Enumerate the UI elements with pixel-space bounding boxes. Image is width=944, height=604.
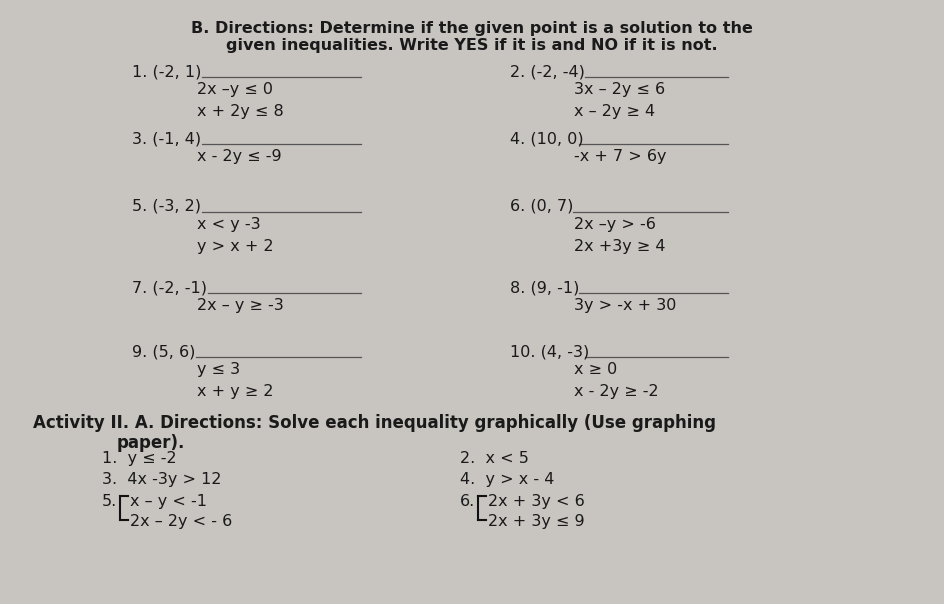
Text: paper).: paper). — [117, 434, 185, 452]
Text: 2x – y ≥ -3: 2x – y ≥ -3 — [196, 298, 283, 313]
Text: 2x + 3y ≤ 9: 2x + 3y ≤ 9 — [488, 514, 584, 529]
Text: 7. (-2, -1): 7. (-2, -1) — [132, 280, 207, 295]
Text: 6. (0, 7): 6. (0, 7) — [510, 199, 573, 214]
Text: 2x + 3y < 6: 2x + 3y < 6 — [488, 494, 584, 509]
Text: 2. (-2, -4): 2. (-2, -4) — [510, 64, 584, 79]
Text: 1.  y ≤ -2: 1. y ≤ -2 — [102, 451, 177, 466]
Text: 9. (5, 6): 9. (5, 6) — [132, 345, 195, 359]
Text: given inequalities. Write YES if it is and NO if it is not.: given inequalities. Write YES if it is a… — [227, 39, 717, 53]
Text: y ≤ 3: y ≤ 3 — [196, 362, 240, 378]
Text: 3.  4x -3y > 12: 3. 4x -3y > 12 — [102, 472, 222, 487]
Text: x - 2y ≥ -2: x - 2y ≥ -2 — [574, 384, 659, 399]
Text: 3. (-1, 4): 3. (-1, 4) — [132, 132, 201, 147]
Text: B. Directions: Determine if the given point is a solution to the: B. Directions: Determine if the given po… — [191, 21, 753, 36]
Text: 2x – 2y < - 6: 2x – 2y < - 6 — [130, 514, 232, 529]
Text: x - 2y ≤ -9: x - 2y ≤ -9 — [196, 149, 281, 164]
Text: 2x –y ≤ 0: 2x –y ≤ 0 — [196, 82, 273, 97]
Text: x + y ≥ 2: x + y ≥ 2 — [196, 384, 273, 399]
Text: 2.  x < 5: 2. x < 5 — [460, 451, 529, 466]
Text: 4.  y > x - 4: 4. y > x - 4 — [460, 472, 554, 487]
Text: -x + 7 > 6y: -x + 7 > 6y — [574, 149, 666, 164]
Text: Activity II. A. Directions: Solve each inequality graphically (Use graphing: Activity II. A. Directions: Solve each i… — [33, 414, 716, 432]
Text: 3x – 2y ≤ 6: 3x – 2y ≤ 6 — [574, 82, 666, 97]
Text: x < y -3: x < y -3 — [196, 217, 261, 232]
Text: 2x +3y ≥ 4: 2x +3y ≥ 4 — [574, 239, 666, 254]
Text: 5. (-3, 2): 5. (-3, 2) — [132, 199, 201, 214]
Text: 8. (9, -1): 8. (9, -1) — [510, 280, 580, 295]
Text: 6.: 6. — [460, 494, 476, 509]
Text: x – y < -1: x – y < -1 — [130, 494, 207, 509]
Text: 5.: 5. — [102, 494, 117, 509]
Text: x ≥ 0: x ≥ 0 — [574, 362, 617, 378]
Text: 3y > -x + 30: 3y > -x + 30 — [574, 298, 677, 313]
Text: x – 2y ≥ 4: x – 2y ≥ 4 — [574, 104, 655, 119]
Text: 2x –y > -6: 2x –y > -6 — [574, 217, 656, 232]
Text: 10. (4, -3): 10. (4, -3) — [510, 345, 589, 359]
Text: 4. (10, 0): 4. (10, 0) — [510, 132, 583, 147]
Text: y > x + 2: y > x + 2 — [196, 239, 273, 254]
Text: 1. (-2, 1): 1. (-2, 1) — [132, 64, 201, 79]
Text: x + 2y ≤ 8: x + 2y ≤ 8 — [196, 104, 283, 119]
